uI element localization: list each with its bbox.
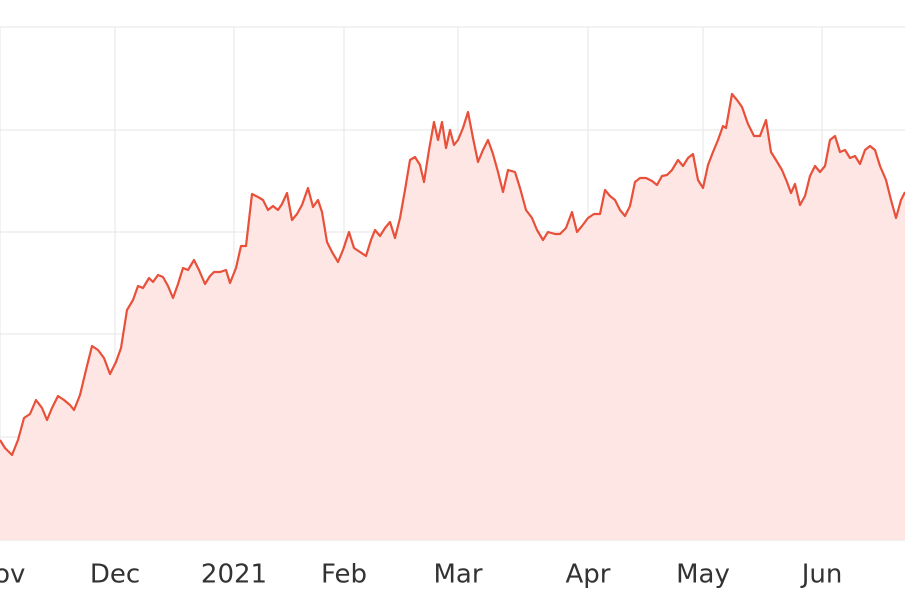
area-fill [0,94,905,540]
x-tick-label: Mar [433,560,482,590]
x-tick-label: Jun [800,560,843,590]
x-tick-label: Nov [0,560,25,590]
x-tick-label: May [676,560,730,590]
x-tick-label: 2021 [201,560,267,590]
series-line [0,92,905,457]
x-tick-label: Dec [90,560,140,590]
x-tick-label: Feb [321,560,367,590]
x-tick-label: Apr [566,560,611,590]
